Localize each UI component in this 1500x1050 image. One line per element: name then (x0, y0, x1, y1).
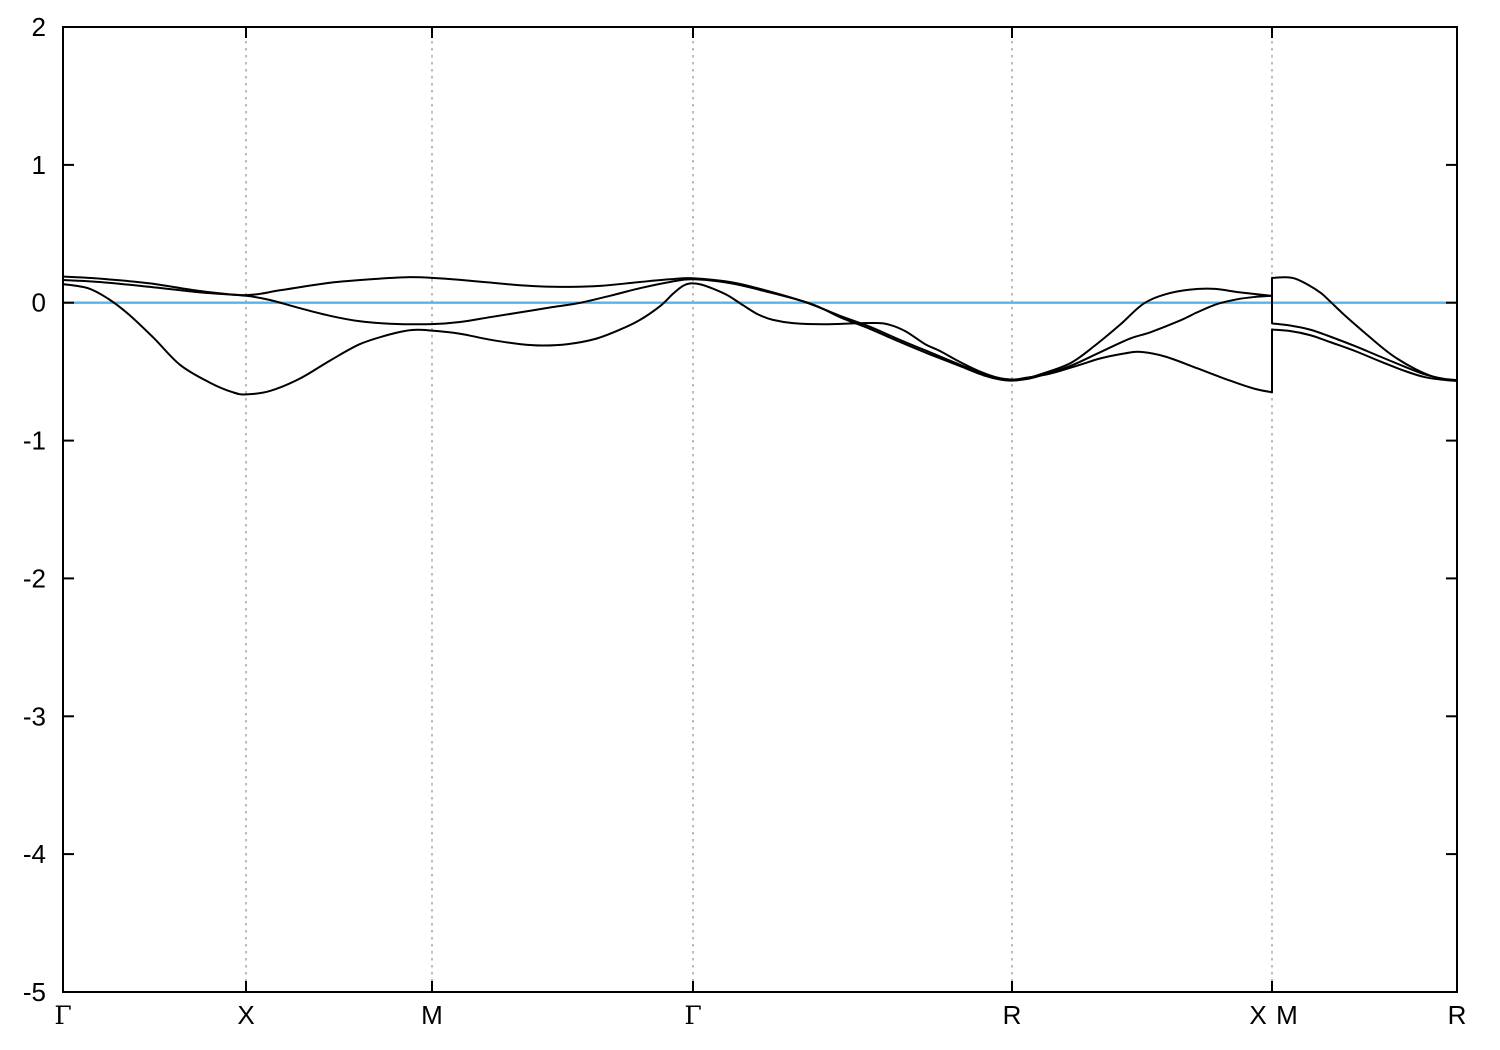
y-tick-label: -2 (23, 563, 46, 593)
y-tick-label: -5 (23, 977, 46, 1007)
y-tick-label: 1 (32, 150, 46, 180)
band-curve-band-2 (62, 278, 1458, 382)
y-tick-label: -1 (23, 426, 46, 456)
x-axis-label: R (1448, 1000, 1467, 1030)
y-tick-label: 0 (32, 288, 46, 318)
y-tick-label: 2 (32, 12, 46, 42)
x-axis-label: X (1249, 1000, 1266, 1030)
x-axis-label: R (1003, 1000, 1022, 1030)
x-axis-label: Γ (684, 1001, 701, 1030)
x-axis-label: Γ (54, 1001, 71, 1030)
band-curve-band-3 (62, 282, 1458, 396)
y-tick-label: -4 (23, 839, 46, 869)
x-axis-label: X (237, 1000, 254, 1030)
x-axis-label: M (1276, 1000, 1298, 1030)
x-axis-label: M (421, 1000, 443, 1030)
band-curve-band-1 (62, 275, 1458, 382)
y-tick-label: -3 (23, 701, 46, 731)
plot-border (62, 26, 1458, 993)
